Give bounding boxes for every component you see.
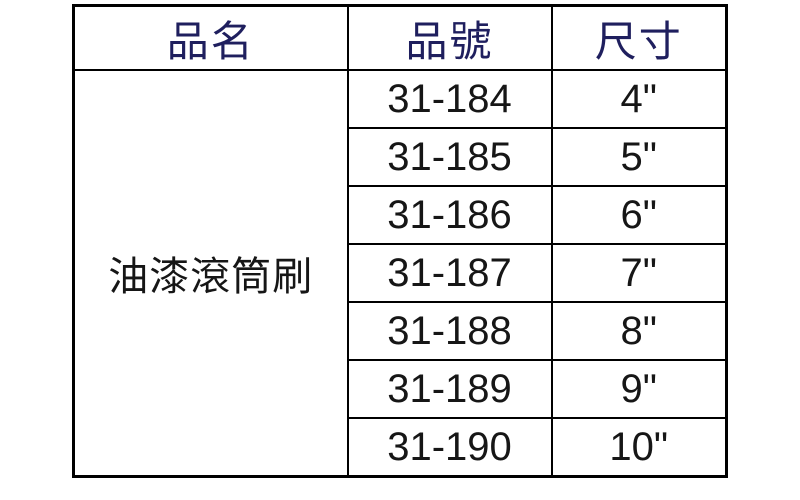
part-number-cell: 31-187 <box>346 243 553 303</box>
column-header-size: 尺寸 <box>550 4 728 71</box>
size-cell: 7" <box>550 243 728 303</box>
part-number-cell: 31-189 <box>346 359 553 419</box>
size-cell: 4" <box>550 69 728 129</box>
size-cell: 6" <box>550 185 728 245</box>
product-name-cell: 油漆滾筒刷 <box>72 69 349 478</box>
table-row: 31-185 5" <box>74 127 728 187</box>
size-cell: 10" <box>550 417 728 478</box>
part-number-cell: 31-190 <box>346 417 553 478</box>
size-cell: 5" <box>550 127 728 187</box>
table-row: 31-190 10" <box>74 417 728 478</box>
part-number-cell: 31-188 <box>346 301 553 361</box>
table-row: 31-189 9" <box>74 359 728 419</box>
table-row: 31-188 8" <box>74 301 728 361</box>
product-table: 品名 品號 尺寸 油漆滾筒刷 31-184 4" 31-185 5" 31-18… <box>72 4 728 478</box>
table-header-row: 品名 品號 尺寸 <box>72 4 728 71</box>
table-row: 31-186 6" <box>74 185 728 245</box>
part-number-cell: 31-184 <box>346 69 553 129</box>
column-header-part-number: 品號 <box>346 4 553 71</box>
size-cell: 8" <box>550 301 728 361</box>
column-header-product-name: 品名 <box>72 4 349 71</box>
size-cell: 9" <box>550 359 728 419</box>
part-number-cell: 31-185 <box>346 127 553 187</box>
table-row: 油漆滾筒刷 31-184 4" <box>72 69 728 478</box>
part-number-cell: 31-186 <box>346 185 553 245</box>
table-row: 31-187 7" <box>74 243 728 303</box>
